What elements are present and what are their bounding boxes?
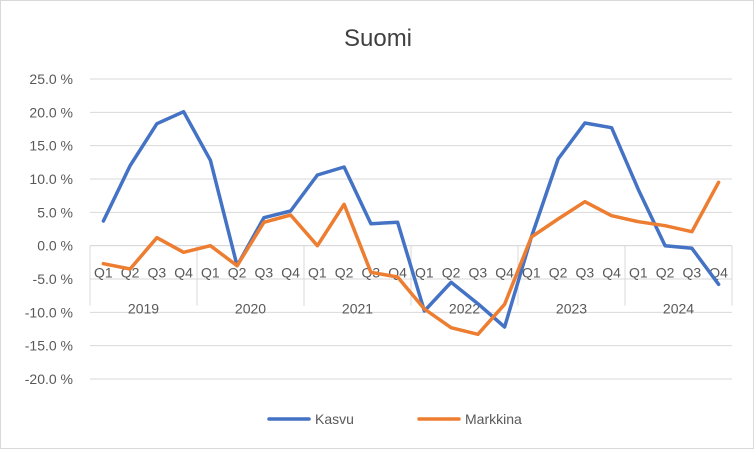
quarter-tick-label: Q2	[549, 265, 568, 281]
quarter-tick-label: Q1	[629, 265, 648, 281]
quarter-tick-label: Q4	[174, 265, 193, 281]
quarter-tick-label: Q1	[522, 265, 541, 281]
y-tick-label: 5.0 %	[37, 204, 73, 220]
y-tick-label: -10.0 %	[25, 304, 73, 320]
quarter-tick-label: Q1	[308, 265, 327, 281]
y-tick-label: 20.0 %	[29, 104, 73, 120]
year-label: 2019	[128, 301, 159, 317]
quarter-tick-label: Q1	[94, 265, 113, 281]
y-tick-label: 10.0 %	[29, 171, 73, 187]
series-line-markkina	[101, 180, 721, 337]
series-lines	[101, 109, 721, 337]
x-axis: Q1 Q2 Q3 Q4 2019 Q1 Q2 Q3 Q4 2020 Q1 Q2 Q3 Q4 2021 Q1 Q2…	[89, 245, 733, 317]
chart-title: Suomi	[344, 25, 412, 52]
quarter-tick-label: Q2	[656, 265, 675, 281]
year-label: 2023	[556, 301, 587, 317]
quarter-tick-label: Q3	[683, 265, 702, 281]
quarter-tick-label: Q4	[281, 265, 300, 281]
legend-item-kasvu: Kasvu	[267, 411, 354, 427]
y-tick-label: -20.0 %	[25, 371, 73, 387]
y-tick-label: 0.0 %	[37, 238, 73, 254]
y-tick-label: -5.0 %	[33, 271, 73, 287]
y-tick-label: 25.0 %	[29, 71, 73, 87]
quarter-tick-label: Q4	[602, 265, 621, 281]
year-label: 2024	[663, 301, 694, 317]
gridlines	[90, 78, 732, 380]
legend-item-markkina: Markkina	[417, 411, 522, 427]
quarter-tick-label: Q3	[148, 265, 167, 281]
year-label: 2021	[342, 301, 373, 317]
quarter-tick-label: Q3	[469, 265, 488, 281]
series-line-kasvu	[101, 109, 721, 329]
legend-label: Markkina	[465, 411, 522, 427]
y-tick-label: 15.0 %	[29, 138, 73, 154]
y-tick-label: -15.0 %	[25, 338, 73, 354]
quarter-tick-label: Q4	[495, 265, 514, 281]
quarter-tick-label: Q2	[335, 265, 354, 281]
quarter-tick-label: Q2	[228, 265, 247, 281]
quarter-tick-label: Q1	[415, 265, 434, 281]
legend: Kasvu Markkina	[267, 411, 522, 427]
quarter-tick-label: Q3	[255, 265, 274, 281]
legend-label: Kasvu	[315, 411, 354, 427]
quarter-tick-label: Q3	[576, 265, 595, 281]
year-label: 2020	[235, 301, 266, 317]
year-label: 2022	[449, 301, 480, 317]
quarter-tick-label: Q1	[201, 265, 220, 281]
y-axis: 25.0 % 20.0 % 15.0 % 10.0 % 5.0 % 0.0 % -5.0 %…	[25, 71, 73, 387]
quarter-tick-label: Q2	[442, 265, 461, 281]
